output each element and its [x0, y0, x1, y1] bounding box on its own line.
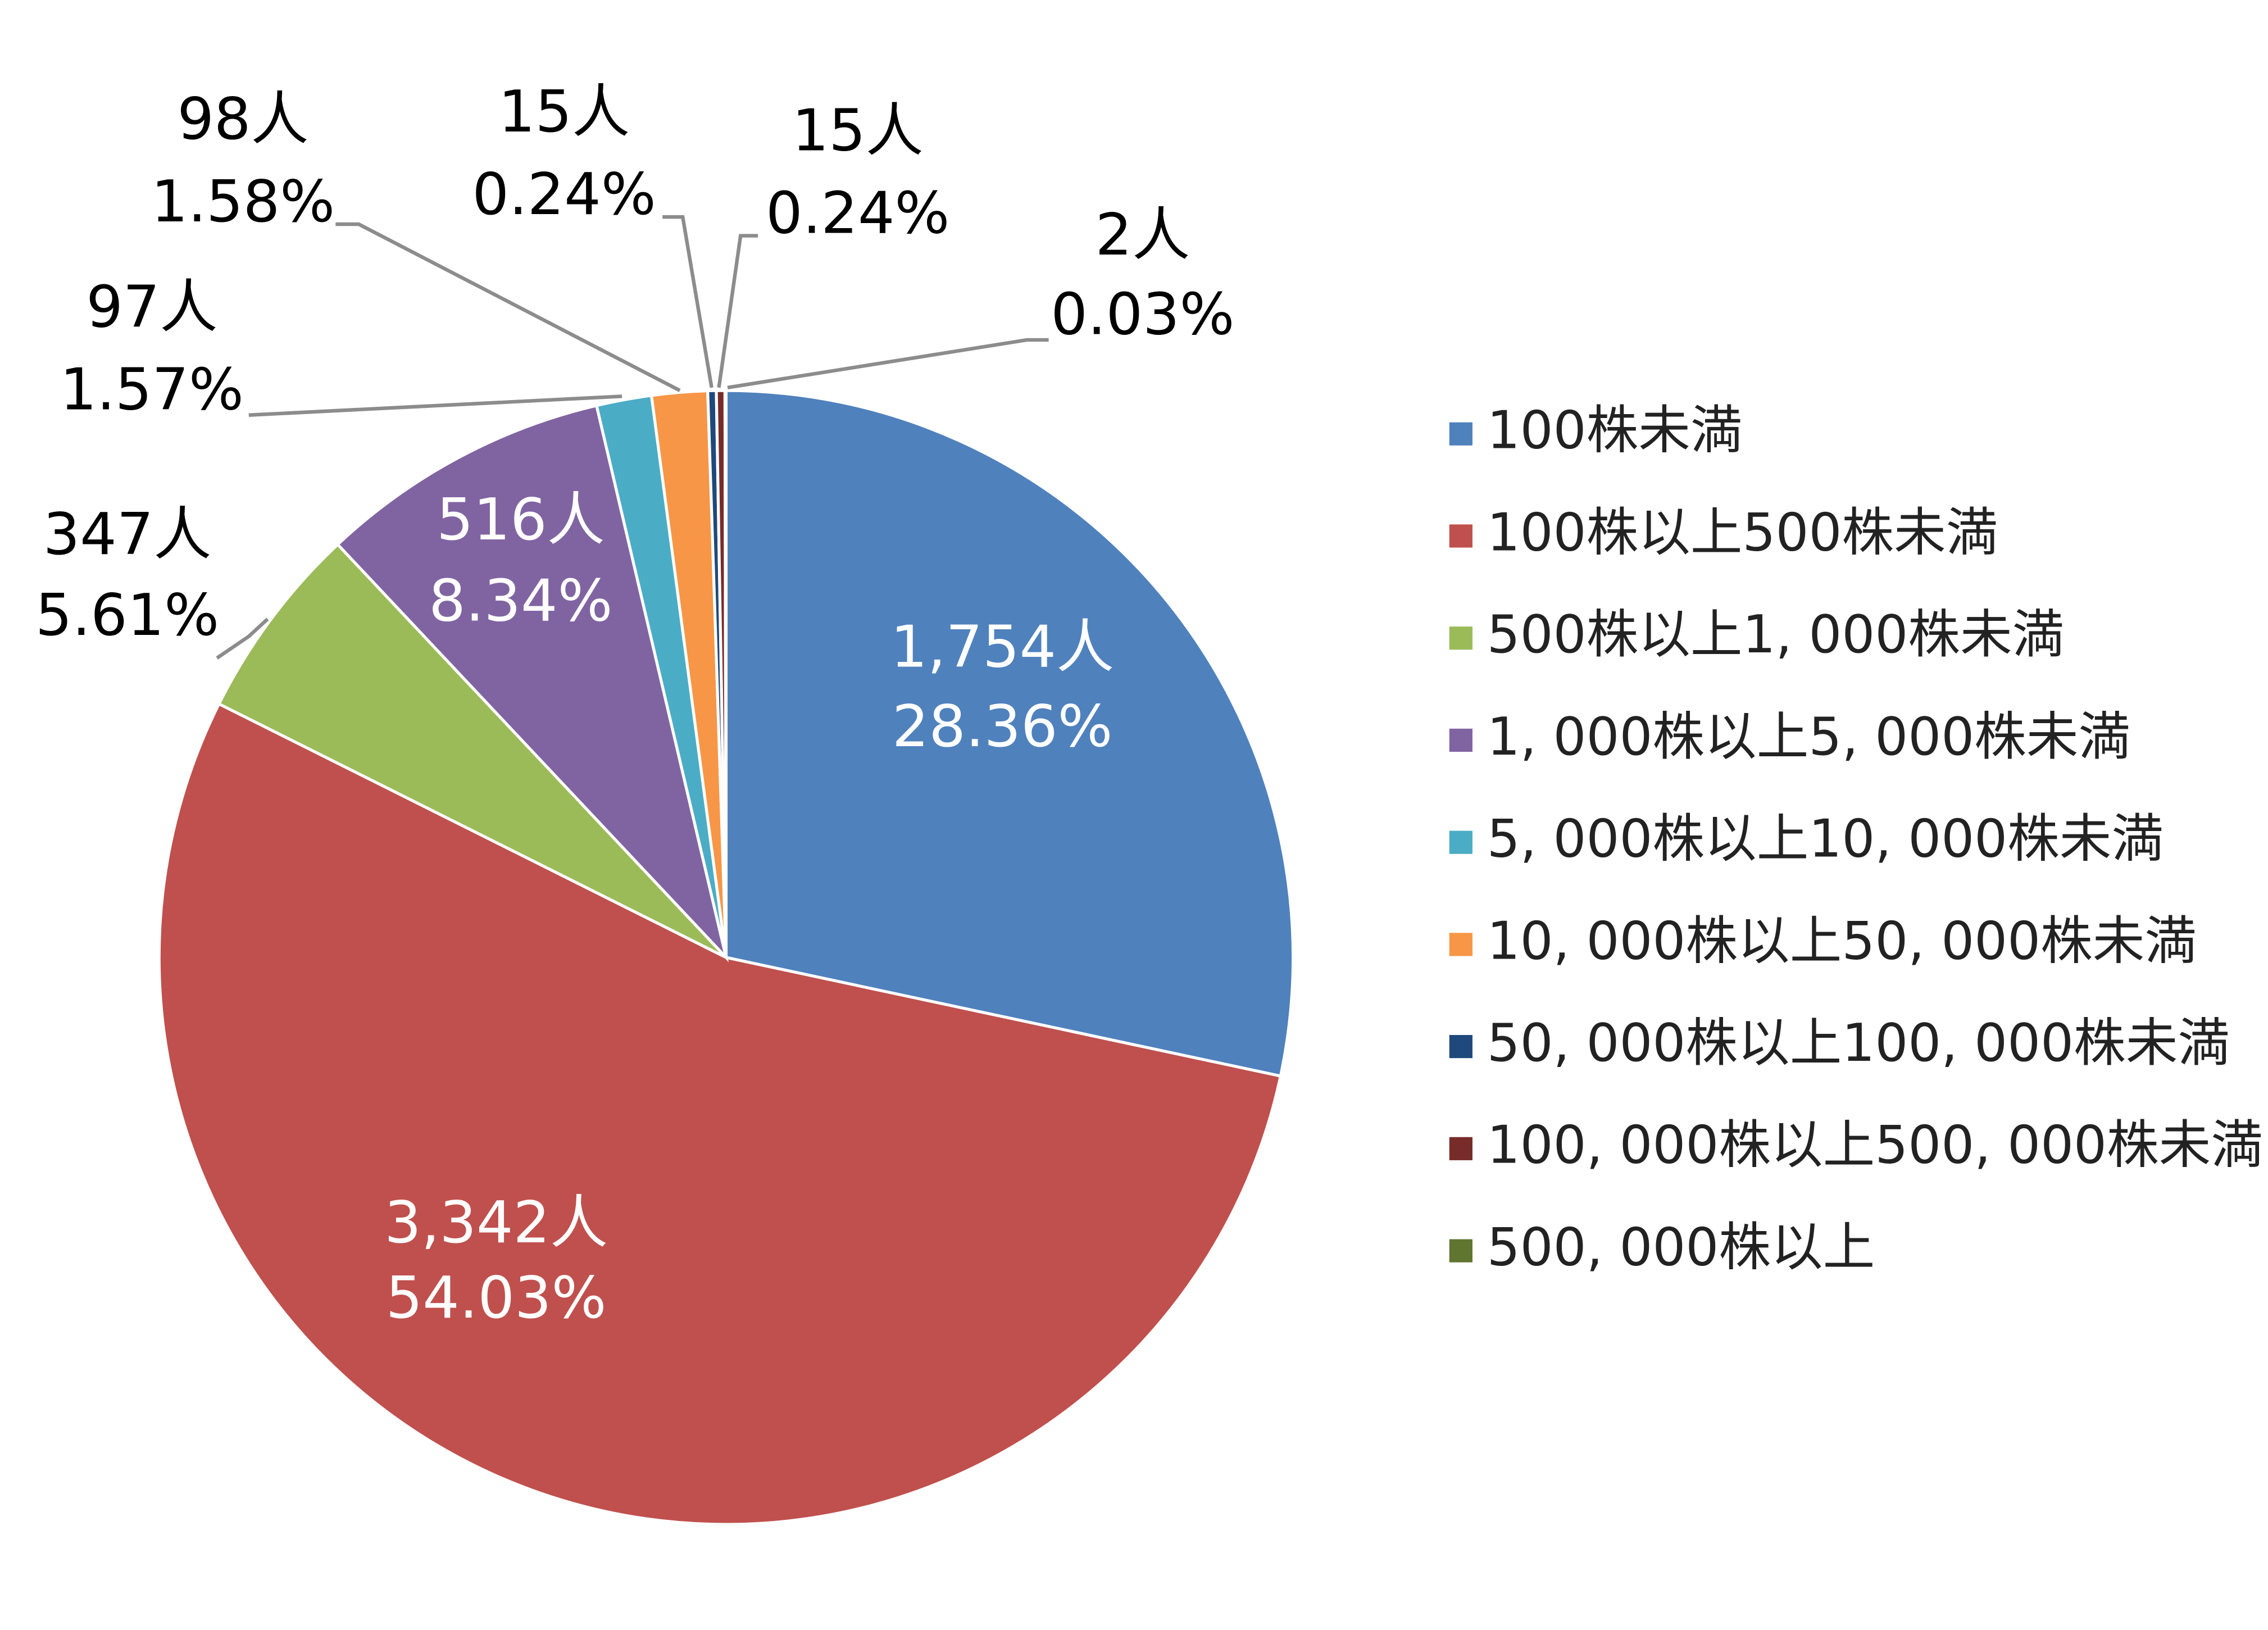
legend-label: 5, 000株以上10, 000株未満	[1487, 809, 2164, 869]
data-label: 97人	[86, 274, 217, 341]
legend-label: 100, 000株以上500, 000株未満	[1487, 1115, 2263, 1175]
data-label: 15人	[498, 78, 630, 146]
leader-line	[662, 215, 713, 388]
data-label: 54.03%	[386, 1264, 607, 1332]
legend-swatch	[1449, 1035, 1472, 1059]
legend-swatch	[1449, 933, 1472, 956]
leader-line	[248, 394, 622, 417]
legend-swatch	[1449, 830, 1472, 854]
legend-label: 50, 000株以上100, 000株未満	[1487, 1012, 2230, 1073]
legend-label: 10, 000株以上50, 000株未満	[1487, 910, 2197, 971]
data-label: 15人	[792, 97, 924, 165]
pie-slice	[335, 403, 729, 962]
data-label: 516人	[437, 486, 605, 553]
legend-swatch	[1449, 626, 1472, 650]
pie-slice	[724, 389, 1295, 1078]
legend-label: 1, 000株以上5, 000株未満	[1487, 706, 2130, 767]
legend-label: 500, 000株以上	[1487, 1216, 1875, 1277]
data-label: 8.34%	[429, 567, 612, 634]
legend-label: 100株未満	[1487, 400, 1743, 461]
leader-line	[717, 234, 758, 388]
pie-slice	[217, 542, 728, 959]
pie-slice	[157, 702, 1283, 1526]
data-label: 5.61%	[35, 582, 219, 649]
legend-swatch	[1449, 524, 1472, 548]
data-label: 0.03%	[1051, 281, 1234, 348]
legend-swatch	[1449, 1137, 1472, 1160]
pie-slice	[723, 389, 728, 958]
leader-line	[727, 338, 1049, 390]
data-label: 28.36%	[892, 693, 1113, 760]
legend-swatch	[1449, 422, 1472, 446]
data-label: 3,342人	[384, 1189, 608, 1256]
data-label: 98人	[178, 85, 309, 153]
leader-line	[335, 222, 681, 392]
legend-label: 100株以上500株未満	[1487, 502, 1998, 562]
data-label: 347人	[43, 501, 212, 568]
data-label: 1.58%	[151, 168, 335, 235]
legend-swatch	[1449, 1239, 1472, 1263]
data-label: 2人	[1096, 201, 1190, 269]
data-label: 0.24%	[472, 161, 656, 228]
data-label: 1,754人	[890, 614, 1114, 681]
data-label: 0.24%	[766, 179, 949, 247]
legend-swatch	[1449, 728, 1472, 752]
legend-label: 500株以上1, 000株未満	[1487, 604, 2065, 665]
data-label: 1.57%	[60, 356, 244, 423]
leader-line	[216, 618, 269, 660]
